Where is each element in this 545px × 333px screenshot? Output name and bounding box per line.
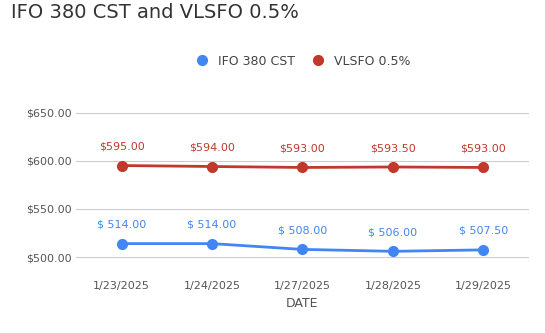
VLSFO 0.5% <box>299 166 306 169</box>
IFO 380 CST <box>209 242 215 246</box>
Text: $593.00: $593.00 <box>461 144 506 154</box>
IFO 380 CST <box>480 248 487 252</box>
IFO 380 CST <box>118 242 125 246</box>
VLSFO 0.5% <box>480 166 487 169</box>
Text: $ 507.50: $ 507.50 <box>459 226 508 236</box>
IFO 380 CST <box>299 247 306 251</box>
VLSFO 0.5% <box>390 165 396 169</box>
Text: $ 506.00: $ 506.00 <box>368 227 417 237</box>
Line: IFO 380 CST: IFO 380 CST <box>117 239 488 256</box>
Text: $595.00: $595.00 <box>99 142 144 152</box>
Legend: IFO 380 CST, VLSFO 0.5%: IFO 380 CST, VLSFO 0.5% <box>184 50 415 73</box>
Text: $594.00: $594.00 <box>189 143 235 153</box>
Text: $ 514.00: $ 514.00 <box>187 220 237 230</box>
Text: IFO 380 CST and VLSFO 0.5%: IFO 380 CST and VLSFO 0.5% <box>11 3 299 22</box>
Text: $ 508.00: $ 508.00 <box>278 225 327 235</box>
Text: $593.00: $593.00 <box>280 144 325 154</box>
VLSFO 0.5% <box>209 165 215 168</box>
Text: $593.50: $593.50 <box>370 143 416 153</box>
IFO 380 CST <box>390 249 396 253</box>
X-axis label: DATE: DATE <box>286 297 319 310</box>
Text: $ 514.00: $ 514.00 <box>97 220 146 230</box>
VLSFO 0.5% <box>118 164 125 167</box>
Line: VLSFO 0.5%: VLSFO 0.5% <box>117 161 488 172</box>
